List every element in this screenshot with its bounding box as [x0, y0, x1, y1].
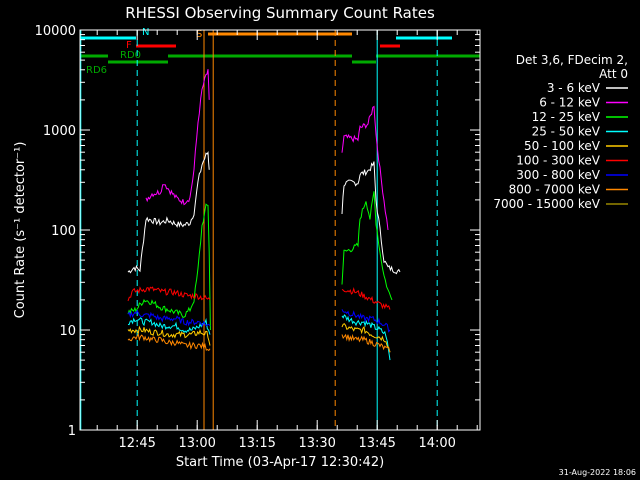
legend-entry-label: 3 - 6 keV — [547, 81, 601, 95]
vertical-markers — [80, 30, 438, 430]
y-tick-label: 1000 — [43, 124, 76, 139]
flag-label: S — [196, 29, 202, 40]
series-line-25-50-keV — [341, 314, 391, 361]
x-axis-label: Start Time (03-Apr-17 12:30:42) — [176, 455, 384, 470]
x-tick-label: 13:30 — [298, 436, 335, 451]
series-line-50-100-keV — [127, 325, 211, 346]
x-tick-label: 13:45 — [358, 436, 395, 451]
legend-header-line-1: Det 3,6, FDecim 2, — [516, 53, 628, 67]
y-tick-label: 1 — [68, 424, 76, 439]
series-line-800-7000-keV — [127, 333, 211, 352]
footer-date: 31-Aug-2022 18:06 — [559, 468, 636, 477]
series-line-12-25-keV — [341, 191, 393, 301]
x-tick-label: 13:15 — [238, 436, 275, 451]
y-axis-label: Count Rate (s⁻¹ detector⁻¹) — [13, 142, 28, 319]
series-line-25-50-keV — [127, 317, 211, 335]
plot-frame — [79, 29, 481, 431]
series-line-300-800-keV — [127, 309, 211, 327]
legend-entry-label: 12 - 25 keV — [532, 110, 601, 124]
x-axis: 12:45 13:00 13:15 13:30 13:45 14:00 — [96, 30, 478, 451]
x-tick-label: 14:00 — [418, 436, 455, 451]
series-line-3-6-keV — [341, 161, 401, 275]
series-line-800-7000-keV — [341, 333, 391, 353]
y-tick-label: 10 — [59, 324, 76, 339]
flag-label: RD0 — [120, 50, 141, 61]
series-line-50-100-keV — [341, 323, 391, 353]
legend-entry-label: 6 - 12 keV — [539, 96, 601, 110]
legend-entry-label: 50 - 100 keV — [524, 139, 601, 153]
flag-label: RD6 — [86, 65, 107, 76]
y-tick-label: 10000 — [35, 24, 76, 39]
legend-entry-label: 7000 - 15000 keV — [493, 197, 600, 211]
legend-entry-label: 800 - 7000 keV — [509, 183, 601, 197]
series-line-3-6-keV — [127, 150, 210, 274]
series-line-100-300-keV — [127, 286, 211, 302]
x-tick-label: 12:45 — [118, 436, 155, 451]
series-lines — [127, 69, 401, 361]
legend-header-line-2: Att 0 — [599, 67, 628, 81]
series-line-100-300-keV — [341, 287, 391, 310]
flag-label: N — [142, 27, 149, 38]
legend-entry-label: 100 - 300 keV — [516, 154, 600, 168]
series-line-6-12-keV — [341, 105, 389, 231]
legend-entry-label: 300 - 800 keV — [516, 168, 600, 182]
series-line-12-25-keV — [127, 203, 211, 331]
x-tick-label: 13:00 — [178, 436, 215, 451]
flag-label: F — [126, 40, 132, 51]
flag-bars: NF S RD0 RD6 — [80, 27, 480, 76]
legend-entry-label: 25 - 50 keV — [532, 125, 601, 139]
y-axis: 1 10 100 1000 10000 — [35, 24, 480, 439]
series-line-300-800-keV — [341, 309, 391, 333]
series-line-6-12-keV — [145, 69, 210, 206]
chart-title: RHESSI Observing Summary Count Rates — [125, 4, 435, 22]
y-tick-label: 100 — [51, 224, 76, 239]
